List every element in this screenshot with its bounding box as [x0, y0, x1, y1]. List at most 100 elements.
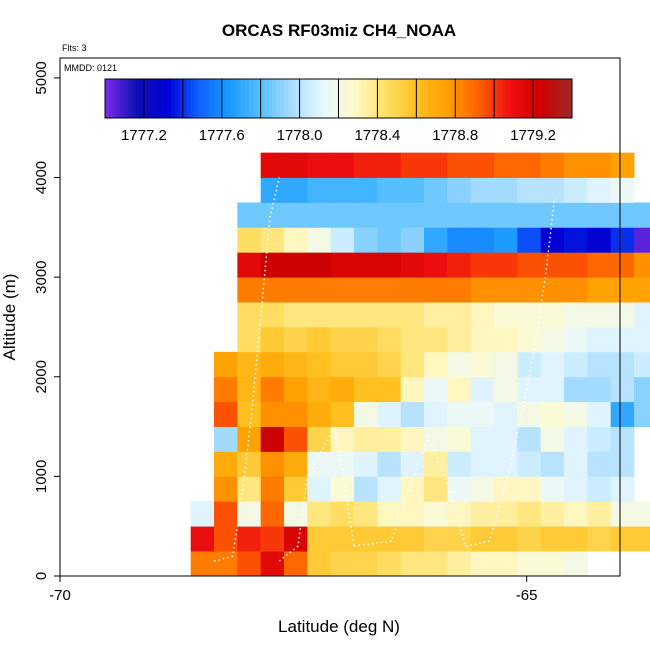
heatmap-cell	[494, 451, 518, 477]
heatmap-cell	[634, 376, 650, 403]
heatmap-cell	[284, 476, 308, 502]
heatmap-cell	[307, 501, 332, 527]
heatmap-cell	[330, 426, 355, 452]
heatmap-cell	[517, 476, 542, 502]
heatmap-cell	[284, 376, 308, 403]
colorbar-segment	[210, 79, 215, 118]
heatmap-cell	[377, 476, 402, 502]
colorbar-segment	[408, 79, 413, 118]
heatmap-cell	[330, 252, 355, 278]
heatmap-cell	[610, 252, 635, 278]
colorbar-segment	[221, 79, 227, 118]
heatmap-cell	[540, 227, 565, 253]
heatmap-cell	[307, 202, 332, 228]
colorbar-segment	[128, 79, 133, 118]
colorbar-segment	[552, 79, 557, 118]
heatmap-cell	[237, 302, 262, 328]
colorbar-segment	[498, 79, 503, 118]
heatmap-cell	[260, 501, 285, 527]
heatmap-cell	[470, 302, 495, 328]
heatmap-cell	[517, 302, 542, 328]
heatmap-cell	[494, 526, 518, 552]
heatmap-cell	[540, 252, 565, 278]
heatmap-cell	[494, 326, 518, 353]
colorbar-segment	[459, 79, 464, 118]
heatmap-cell	[377, 551, 402, 577]
colorbar-segment	[439, 79, 445, 118]
heatmap-cell	[307, 526, 332, 552]
heatmap-cell	[284, 202, 308, 228]
colorbar-segment	[501, 79, 507, 118]
heatmap-cell	[517, 152, 542, 178]
heatmap-cell	[330, 376, 355, 403]
colorbar-segment	[435, 79, 441, 118]
colorbar-segment	[202, 79, 207, 118]
colorbar-segment	[478, 79, 483, 118]
heatmap-cell	[354, 302, 378, 328]
colorbar-segment	[178, 79, 184, 118]
heatmap-cell	[610, 152, 635, 178]
heatmap-cell	[610, 227, 635, 253]
heatmap-cell	[377, 526, 402, 552]
colorbar-segment	[132, 79, 137, 118]
heatmap-cell	[447, 426, 472, 452]
heatmap-cell	[377, 451, 402, 477]
heatmap-cell	[354, 401, 378, 427]
heatmap-cell	[564, 351, 588, 378]
heatmap-cell	[517, 376, 542, 403]
heatmap-cell	[307, 152, 332, 178]
heatmap-cell	[424, 426, 448, 452]
colorbar-segment	[264, 79, 269, 118]
heatmap-cell	[400, 526, 425, 552]
heatmap-cell	[330, 177, 355, 203]
heatmap-cell	[284, 351, 308, 378]
heatmap-cell	[540, 277, 565, 303]
y-axis-ticks: 0 1000 2000 3000 4000 5000	[33, 61, 60, 580]
heatmap-cell	[447, 351, 472, 378]
heatmap-cell	[424, 227, 448, 253]
colorbar-segment	[548, 79, 554, 118]
colorbar-segment	[112, 79, 118, 118]
heatmap-cell	[214, 401, 238, 427]
heatmap-cell	[424, 252, 448, 278]
heatmap-cell	[564, 376, 588, 403]
heatmap-cell	[307, 476, 332, 502]
heatmap-cell	[447, 476, 472, 502]
heatmap-cell	[330, 202, 355, 228]
heatmap-cell	[494, 426, 518, 452]
heatmap-cell	[564, 476, 588, 502]
heatmap-cell	[400, 252, 425, 278]
heatmap-cell	[354, 376, 378, 403]
heatmap-cell	[470, 526, 495, 552]
heatmap-cell	[634, 351, 650, 378]
heatmap-cell	[377, 252, 402, 278]
y-tick-label: 3000	[33, 260, 50, 293]
heatmap-cell	[470, 277, 495, 303]
heatmap-cell	[517, 401, 542, 427]
heatmap-cell	[237, 376, 262, 403]
heatmap-cell	[564, 426, 588, 452]
heatmap-cell	[424, 326, 448, 353]
heatmap-cell	[260, 202, 285, 228]
heatmap-cell	[610, 401, 635, 427]
heatmap-cell	[354, 177, 378, 203]
heatmap-cell	[587, 376, 612, 403]
heatmap-cell	[377, 501, 402, 527]
plot-frame	[59, 57, 621, 577]
heatmap-cell	[307, 451, 332, 477]
heatmap-cell	[610, 426, 635, 452]
colorbar-tick-label: 1777.6	[199, 127, 245, 144]
x-tick-label: -65	[516, 587, 538, 604]
heatmap-cell	[237, 501, 262, 527]
heatmap-cell	[424, 451, 448, 477]
heatmap-cell	[307, 252, 332, 278]
heatmap-cell	[237, 451, 262, 477]
heatmap-cell	[260, 326, 285, 353]
colorbar-segment	[140, 79, 145, 118]
colorbar-segment	[225, 79, 231, 118]
heatmap-cell	[587, 326, 612, 353]
heatmap-cell	[377, 351, 402, 378]
heatmap-cell	[564, 551, 588, 577]
heatmap-cell	[470, 202, 495, 228]
colorbar-segment	[147, 79, 153, 118]
